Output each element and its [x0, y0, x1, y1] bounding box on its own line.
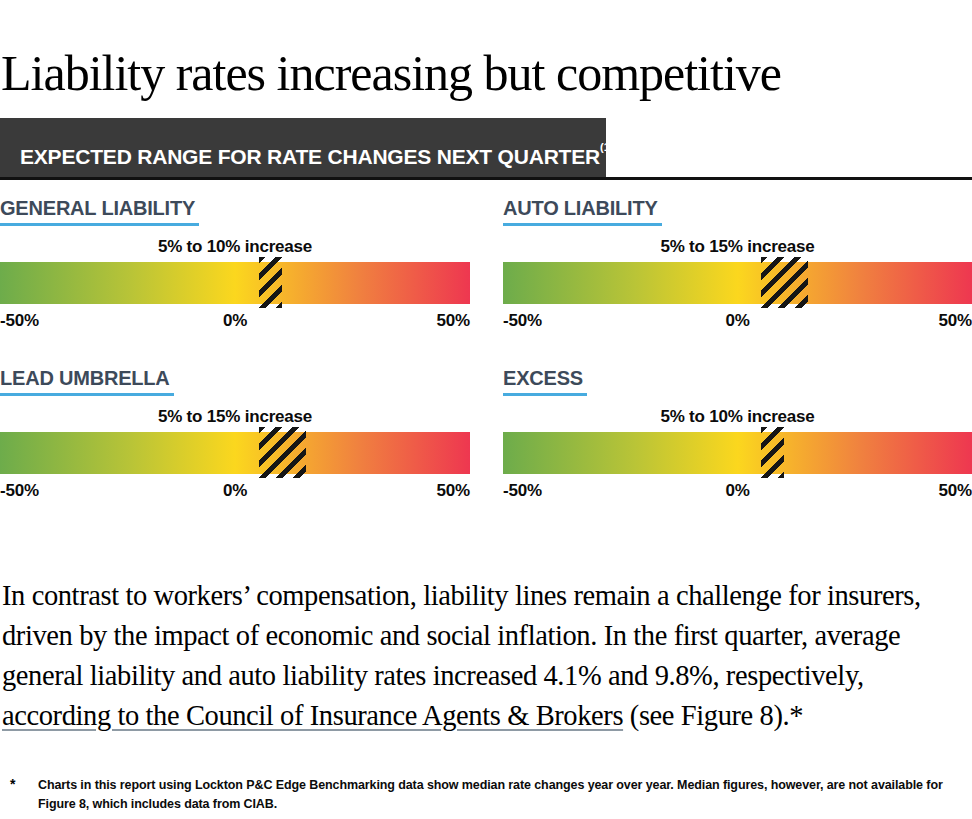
- section-banner: EXPECTED RANGE FOR RATE CHANGES NEXT QUA…: [0, 118, 606, 177]
- axis-tick-zero: 0%: [0, 311, 470, 331]
- paragraph-text-after: (see Figure 8).*: [623, 700, 803, 731]
- gauge-hatch-region: [761, 257, 808, 308]
- gauge-axis: -50% 0% 50%: [0, 311, 470, 332]
- gauge-title: LEAD UMBRELLA: [0, 367, 174, 396]
- banner-footnote-marker: (1): [600, 141, 613, 153]
- gauge-hatch-region: [761, 427, 784, 478]
- axis-tick-zero: 0%: [503, 481, 972, 501]
- gauge-axis: -50% 0% 50%: [503, 311, 972, 332]
- body-paragraph: In contrast to workers’ compensation, li…: [2, 576, 968, 736]
- gauge-general-liability: GENERAL LIABILITY 5% to 10% increase -50…: [0, 197, 470, 332]
- footnote-marker: *: [10, 776, 38, 814]
- gauge-gradient-bar: [503, 432, 972, 474]
- gauge-lead-umbrella: LEAD UMBRELLA 5% to 15% increase -50% 0%…: [0, 367, 470, 502]
- gauge-hatch-region: [259, 427, 306, 478]
- gauge-title: AUTO LIABILITY: [503, 197, 662, 226]
- axis-tick-max: 50%: [939, 311, 972, 331]
- gauge-range-label: 5% to 15% increase: [503, 236, 972, 257]
- axis-tick-max: 50%: [437, 481, 470, 501]
- report-page: Liability rates increasing but competiti…: [0, 0, 972, 819]
- axis-tick-zero: 0%: [503, 311, 972, 331]
- axis-tick-max: 50%: [939, 481, 972, 501]
- gauge-hatch-region: [259, 257, 283, 308]
- gauge-title: GENERAL LIABILITY: [0, 197, 199, 226]
- gauge-range-label: 5% to 15% increase: [0, 406, 470, 427]
- axis-tick-max: 50%: [437, 311, 470, 331]
- gauge-title: EXCESS: [503, 367, 587, 396]
- axis-tick-zero: 0%: [0, 481, 470, 501]
- gauge-axis: -50% 0% 50%: [503, 481, 972, 502]
- page-title: Liability rates increasing but competiti…: [1, 43, 972, 103]
- footnote: * Charts in this report using Lockton P&…: [10, 776, 962, 814]
- gauge-axis: -50% 0% 50%: [0, 481, 470, 502]
- gauge-auto-liability: AUTO LIABILITY 5% to 15% increase -50% 0…: [503, 197, 972, 332]
- gauge-gradient-bar: [0, 432, 470, 474]
- ciab-link[interactable]: according to the Council of Insurance Ag…: [2, 700, 623, 731]
- gauge-range-label: 5% to 10% increase: [0, 236, 470, 257]
- paragraph-text-before: In contrast to workers’ compensation, li…: [2, 580, 921, 691]
- footnote-text: Charts in this report using Lockton P&C …: [38, 776, 962, 814]
- gauge-excess: EXCESS 5% to 10% increase -50% 0% 50%: [503, 367, 972, 502]
- gauge-gradient-bar: [503, 262, 972, 304]
- section-banner-label: EXPECTED RANGE FOR RATE CHANGES NEXT QUA…: [20, 145, 600, 168]
- gauge-gradient-bar: [0, 262, 470, 304]
- gauge-range-label: 5% to 10% increase: [503, 406, 972, 427]
- divider-rule: [0, 177, 972, 180]
